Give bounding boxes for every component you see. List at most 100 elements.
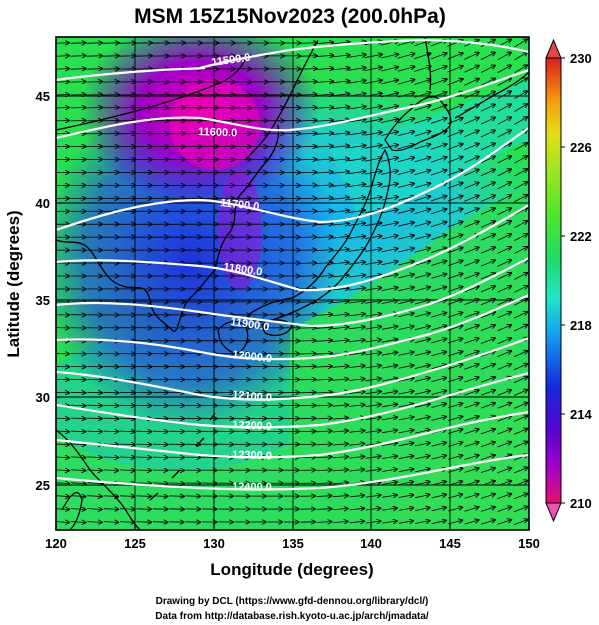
wind-arrow (119, 470, 135, 471)
wind-arrow (464, 377, 480, 383)
wind-arrow (365, 301, 381, 304)
wind-arrow (56, 431, 70, 432)
wind-arrow (464, 156, 479, 163)
wind-arrow (348, 106, 366, 109)
contour-label: 12100.0 (232, 389, 273, 404)
contour-11500 (199, 38, 529, 70)
colorbar-label: 214 (570, 407, 592, 422)
wind-arrow (464, 195, 479, 202)
wind-arrow (382, 404, 398, 407)
wind-arrow (103, 444, 119, 445)
wind-arrow (381, 171, 398, 175)
wind-arrow (381, 132, 398, 136)
wind-arrow (348, 119, 366, 122)
wind-arrow (332, 301, 349, 303)
wind-arrow (331, 223, 349, 225)
wind-arrow (331, 133, 350, 135)
colorbar-labels: 230 226 222 218 214 210 (570, 51, 592, 511)
wind-arrow (381, 236, 399, 240)
wind-arrow (332, 431, 349, 432)
wind-arrow (480, 468, 495, 473)
wind-arrow (315, 314, 333, 315)
wind-arrow (299, 211, 317, 212)
wind-arrow (497, 442, 512, 448)
wind-arrow (464, 520, 479, 525)
wind-arrow (514, 78, 528, 87)
wind-arrow (298, 133, 317, 134)
wind-arrow (497, 156, 512, 164)
wind-arrow (56, 483, 70, 484)
wind-arrow (414, 131, 431, 137)
wind-arrow (398, 495, 414, 498)
wind-arrow (316, 457, 333, 458)
wind-arrow (414, 274, 431, 279)
wind-arrow (316, 522, 332, 523)
wind-arrow (70, 392, 86, 393)
wind-arrow (447, 144, 463, 150)
wind-arrow (480, 403, 495, 409)
wind-arrow (348, 197, 365, 200)
credit-drawing: Drawing by DCL (https://www.gfd-dennou.o… (156, 596, 429, 607)
wind-arrow (315, 120, 333, 121)
wind-arrow (332, 262, 349, 264)
wind-arrow (382, 495, 397, 497)
wind-arrow (299, 392, 316, 393)
wind-arrow (514, 156, 527, 164)
wind-arrow (333, 509, 348, 510)
wind-arrow (70, 69, 86, 70)
wind-arrow (430, 157, 447, 163)
wind-arrow (480, 208, 495, 215)
wind-arrow (56, 496, 70, 497)
wind-arrow (56, 56, 70, 57)
wind-arrow (381, 261, 398, 266)
wind-arrow (365, 288, 382, 291)
wind-arrow (497, 104, 512, 112)
wind-arrow (480, 364, 495, 370)
wind-arrow (381, 300, 398, 304)
wind-arrow (464, 208, 479, 215)
wind-arrow (447, 79, 464, 86)
wind-arrow (430, 92, 447, 98)
wind-arrow (447, 261, 463, 267)
wind-arrow (381, 197, 399, 201)
wind-arrow (316, 392, 332, 393)
wind-arrow (398, 469, 414, 472)
wind-arrow (497, 390, 512, 396)
wind-arrow (365, 456, 381, 458)
wind-arrow (152, 483, 168, 484)
wind-arrow (464, 364, 480, 370)
wind-arrow (316, 405, 332, 406)
wind-arrow (414, 365, 430, 369)
wind-arrow (56, 379, 70, 380)
wind-arrow (315, 159, 333, 160)
y-tick-label: 45 (36, 89, 50, 104)
wind-arrow (415, 482, 430, 486)
figure-title: MSM 15Z15Nov2023 (200.0hPa) (134, 5, 446, 28)
wind-arrow (365, 236, 382, 239)
wind-arrow (332, 418, 349, 419)
wind-arrow (70, 366, 86, 367)
wind-arrow (331, 68, 350, 70)
wind-arrow (349, 405, 365, 407)
wind-arrow (397, 209, 415, 214)
wind-arrow (397, 80, 415, 85)
wind-arrow (299, 224, 316, 225)
wind-arrow (332, 236, 349, 238)
contour-label: 11800.0 (223, 261, 263, 278)
wind-arrow (480, 78, 495, 86)
wind-arrow (56, 457, 70, 458)
wind-arrow (464, 130, 479, 138)
colorbar-label: 222 (570, 229, 592, 244)
wind-arrow (513, 351, 528, 358)
wind-arrow (447, 299, 463, 305)
wind-arrow (332, 405, 349, 406)
wind-arrow (480, 299, 495, 306)
wind-arrow (447, 287, 463, 292)
wind-arrow (398, 521, 414, 524)
wind-arrow (381, 249, 399, 253)
wind-arrow (430, 144, 447, 150)
wind-arrow (464, 390, 480, 396)
wind-arrow (103, 522, 119, 523)
wind-arrow (497, 312, 512, 319)
wind-arrow (497, 130, 512, 138)
